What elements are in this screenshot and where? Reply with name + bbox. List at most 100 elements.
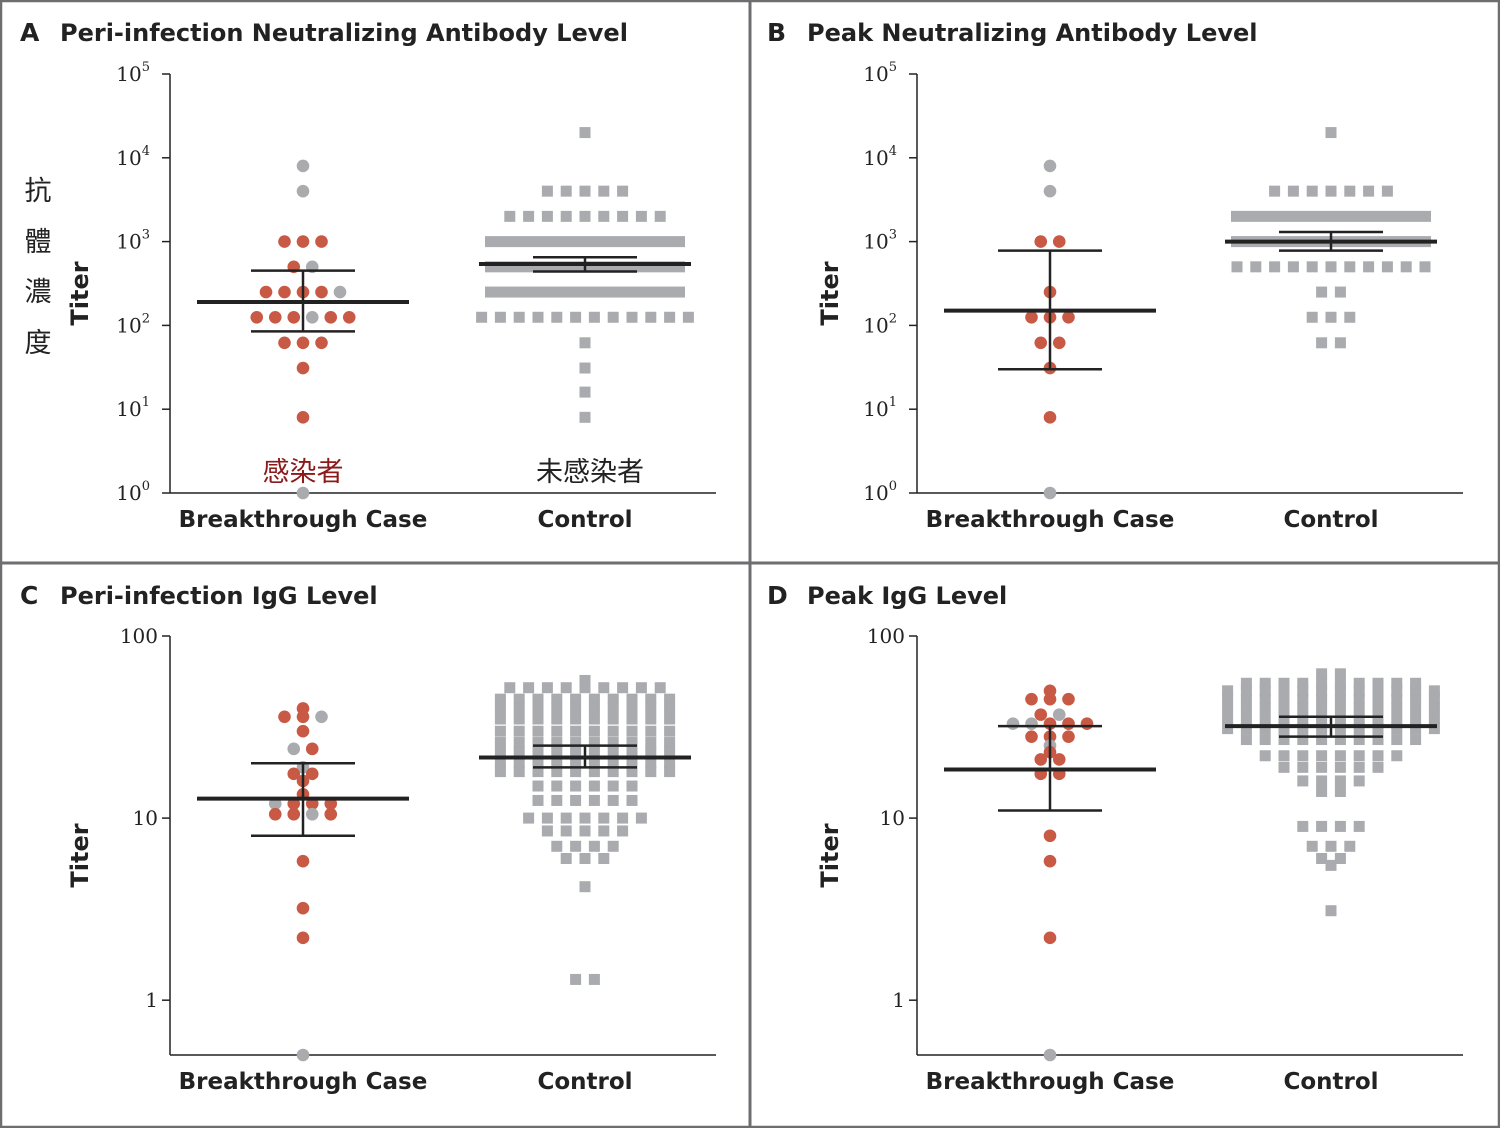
case-point-infected xyxy=(296,411,310,424)
control-point xyxy=(1325,859,1337,871)
control-point xyxy=(1428,693,1440,705)
control-point xyxy=(570,713,582,725)
case-point-infected xyxy=(287,807,301,821)
control-point xyxy=(1391,713,1403,725)
control-point xyxy=(1278,685,1290,697)
case-point-uninfected xyxy=(1006,717,1020,730)
control-point xyxy=(1334,668,1346,680)
y-tick-exponent: 2 xyxy=(889,311,897,326)
case-point-uninfected xyxy=(1043,159,1057,173)
control-point xyxy=(560,825,572,837)
control-point xyxy=(570,757,582,769)
case-point-uninfected xyxy=(315,710,328,724)
control-point xyxy=(1391,734,1403,746)
control-point xyxy=(532,725,544,737)
control-point xyxy=(570,780,582,792)
case-point-infected xyxy=(1043,692,1057,706)
control-point xyxy=(494,311,506,323)
infected-label-zh: 感染者 xyxy=(263,457,344,488)
case-point-infected xyxy=(296,235,310,248)
control-point xyxy=(1334,775,1346,787)
case-point-infected xyxy=(259,285,273,299)
control-point xyxy=(607,840,619,852)
control-point xyxy=(551,702,563,714)
case-point-infected xyxy=(1025,730,1038,743)
control-point xyxy=(1222,693,1234,705)
case-point-infected xyxy=(305,742,319,756)
control-point xyxy=(1344,185,1356,197)
control-point xyxy=(645,311,657,323)
control-point xyxy=(1353,685,1365,697)
control-point xyxy=(1240,677,1252,689)
control-point xyxy=(532,746,544,758)
control-point xyxy=(1297,713,1309,725)
control-point xyxy=(1410,677,1422,689)
y-tick-label: 100 xyxy=(863,479,897,505)
case-point-infected xyxy=(287,767,301,781)
control-point xyxy=(513,737,525,749)
control-point xyxy=(1372,723,1384,735)
control-point xyxy=(588,737,600,749)
control-point xyxy=(1334,685,1346,697)
control-point xyxy=(607,746,619,758)
control-point xyxy=(1316,820,1328,832)
control-point xyxy=(532,702,544,714)
control-point xyxy=(1353,761,1365,773)
control-point xyxy=(1353,713,1365,725)
control-point xyxy=(504,682,516,694)
control-point xyxy=(664,311,676,323)
control-point xyxy=(617,682,629,694)
control-point xyxy=(579,852,591,864)
control-point xyxy=(1334,337,1346,349)
case-point-infected xyxy=(1052,235,1066,248)
control-point xyxy=(551,737,563,749)
control-point xyxy=(1372,761,1384,773)
control-point xyxy=(1231,261,1243,273)
y-tick-label: 105 xyxy=(863,60,897,86)
control-point xyxy=(570,746,582,758)
control-point xyxy=(513,311,525,323)
panel-letter: A xyxy=(20,18,40,47)
control-point xyxy=(645,737,657,749)
control-point xyxy=(1306,311,1318,323)
control-point xyxy=(1316,337,1328,349)
control-point xyxy=(1297,723,1309,735)
control-point xyxy=(598,852,610,864)
control-point xyxy=(1316,693,1328,705)
control-point xyxy=(645,766,657,778)
control-point xyxy=(664,757,676,769)
control-point xyxy=(626,713,638,725)
control-point xyxy=(494,737,506,749)
case-point-uninfected xyxy=(305,310,319,324)
control-point xyxy=(1372,702,1384,714)
control-point xyxy=(1269,261,1281,273)
control-point xyxy=(588,702,600,714)
case-point-infected xyxy=(1043,829,1057,843)
control-point xyxy=(1316,750,1328,762)
control-point xyxy=(1410,685,1422,697)
control-point xyxy=(1278,761,1290,773)
control-point xyxy=(1316,761,1328,773)
control-point xyxy=(607,725,619,737)
control-point xyxy=(1353,677,1365,689)
control-point xyxy=(560,812,572,824)
control-point xyxy=(1316,723,1328,735)
control-point xyxy=(551,757,563,769)
case-point-uninfected xyxy=(296,486,310,500)
control-point xyxy=(570,702,582,714)
case-point-infected xyxy=(1043,411,1057,424)
control-point xyxy=(532,311,544,323)
control-point xyxy=(635,210,647,222)
control-point xyxy=(607,702,619,714)
control-point xyxy=(1259,677,1271,689)
control-point xyxy=(588,757,600,769)
y-tick-exponent: 1 xyxy=(889,395,897,410)
control-point xyxy=(1316,852,1328,864)
case-point-infected xyxy=(278,285,291,299)
y-tick-exponent: 5 xyxy=(142,60,150,75)
control-point xyxy=(579,881,591,893)
control-point xyxy=(1428,685,1440,697)
control-point xyxy=(1428,723,1440,735)
x-category-breakthrough: Breakthrough Case xyxy=(926,507,1175,533)
panel-title: Peak IgG Level xyxy=(807,582,1007,610)
